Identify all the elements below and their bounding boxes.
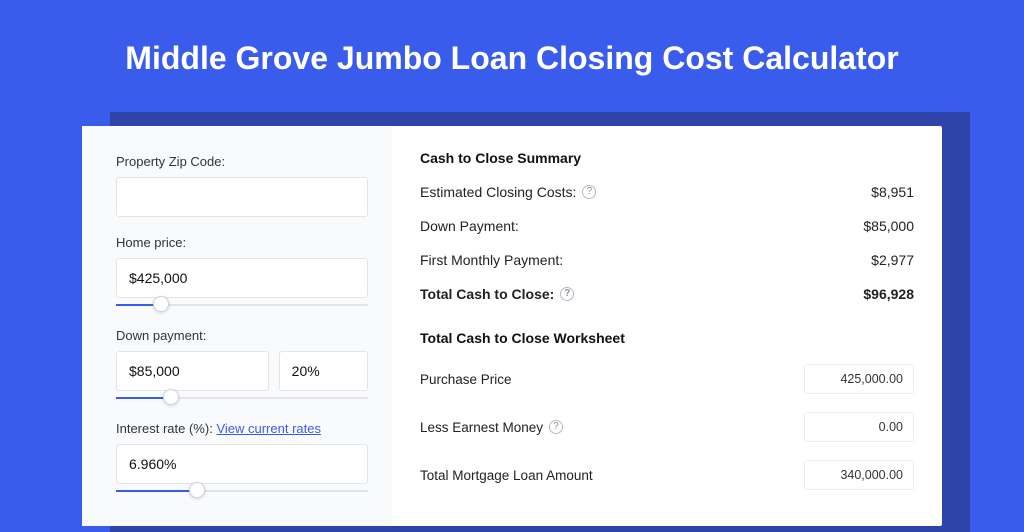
- worksheet-row: Less Earnest Money?: [420, 412, 914, 442]
- view-rates-link[interactable]: View current rates: [216, 421, 321, 436]
- summary-row: Estimated Closing Costs:? $8,951: [420, 184, 914, 200]
- worksheet-row-label: Purchase Price: [420, 372, 512, 387]
- zip-input[interactable]: [116, 177, 368, 217]
- help-icon[interactable]: ?: [582, 185, 596, 199]
- summary-row-label: Estimated Closing Costs:?: [420, 184, 596, 200]
- right-panel: Cash to Close Summary Estimated Closing …: [392, 126, 942, 526]
- summary-row: Total Cash to Close:? $96,928: [420, 286, 914, 302]
- summary-row-label-text: First Monthly Payment:: [420, 252, 563, 268]
- worksheet-row-input[interactable]: [804, 412, 914, 442]
- worksheet-row-label: Less Earnest Money?: [420, 420, 563, 435]
- worksheet-row-label-text: Purchase Price: [420, 372, 512, 387]
- left-panel: Property Zip Code: Home price: Down paym…: [82, 126, 392, 526]
- interest-rate-slider[interactable]: [116, 486, 368, 496]
- summary-row-label-text: Estimated Closing Costs:: [420, 184, 576, 200]
- zip-field: Property Zip Code:: [116, 154, 368, 217]
- zip-label: Property Zip Code:: [116, 154, 368, 169]
- interest-rate-input[interactable]: [116, 444, 368, 484]
- summary-row-label-text: Down Payment:: [420, 218, 519, 234]
- slider-thumb[interactable]: [163, 389, 179, 405]
- worksheet-row: Purchase Price: [420, 364, 914, 394]
- interest-rate-label-text: Interest rate (%):: [116, 421, 213, 436]
- summary-row: First Monthly Payment: $2,977: [420, 252, 914, 268]
- summary-row-value: $2,977: [871, 252, 914, 268]
- page-title: Middle Grove Jumbo Loan Closing Cost Cal…: [0, 0, 1024, 105]
- down-payment-percent-input[interactable]: [279, 351, 368, 391]
- summary-row-label: Down Payment:: [420, 218, 519, 234]
- home-price-input[interactable]: [116, 258, 368, 298]
- worksheet-row-input[interactable]: [804, 364, 914, 394]
- worksheet-title: Total Cash to Close Worksheet: [420, 330, 914, 346]
- home-price-label: Home price:: [116, 235, 368, 250]
- slider-thumb[interactable]: [153, 296, 169, 312]
- worksheet-row-label-text: Less Earnest Money: [420, 420, 543, 435]
- summary-row-label: Total Cash to Close:?: [420, 286, 574, 302]
- calculator-card: Property Zip Code: Home price: Down paym…: [82, 126, 942, 526]
- help-icon[interactable]: ?: [549, 420, 563, 434]
- worksheet-row-label-text: Total Mortgage Loan Amount: [420, 468, 593, 483]
- summary-row-value: $96,928: [863, 286, 914, 302]
- help-icon[interactable]: ?: [560, 287, 574, 301]
- down-payment-slider[interactable]: [116, 393, 368, 403]
- worksheet-row-label: Total Mortgage Loan Amount: [420, 468, 593, 483]
- home-price-slider[interactable]: [116, 300, 368, 310]
- home-price-field: Home price:: [116, 235, 368, 310]
- worksheet: Purchase Price Less Earnest Money? Total M…: [420, 364, 914, 490]
- interest-rate-field: Interest rate (%): View current rates: [116, 421, 368, 496]
- down-payment-label: Down payment:: [116, 328, 368, 343]
- slider-fill: [116, 490, 197, 492]
- slider-thumb[interactable]: [189, 482, 205, 498]
- summary-title: Cash to Close Summary: [420, 150, 914, 166]
- down-payment-amount-input[interactable]: [116, 351, 269, 391]
- summary-row: Down Payment: $85,000: [420, 218, 914, 234]
- summary-row-value: $85,000: [863, 218, 914, 234]
- section-divider: [420, 320, 914, 330]
- down-payment-field: Down payment:: [116, 328, 368, 403]
- summary-row-value: $8,951: [871, 184, 914, 200]
- worksheet-row-input[interactable]: [804, 460, 914, 490]
- summary-row-label: First Monthly Payment:: [420, 252, 563, 268]
- interest-rate-label: Interest rate (%): View current rates: [116, 421, 368, 436]
- worksheet-row: Total Mortgage Loan Amount: [420, 460, 914, 490]
- summary-row-label-text: Total Cash to Close:: [420, 286, 554, 302]
